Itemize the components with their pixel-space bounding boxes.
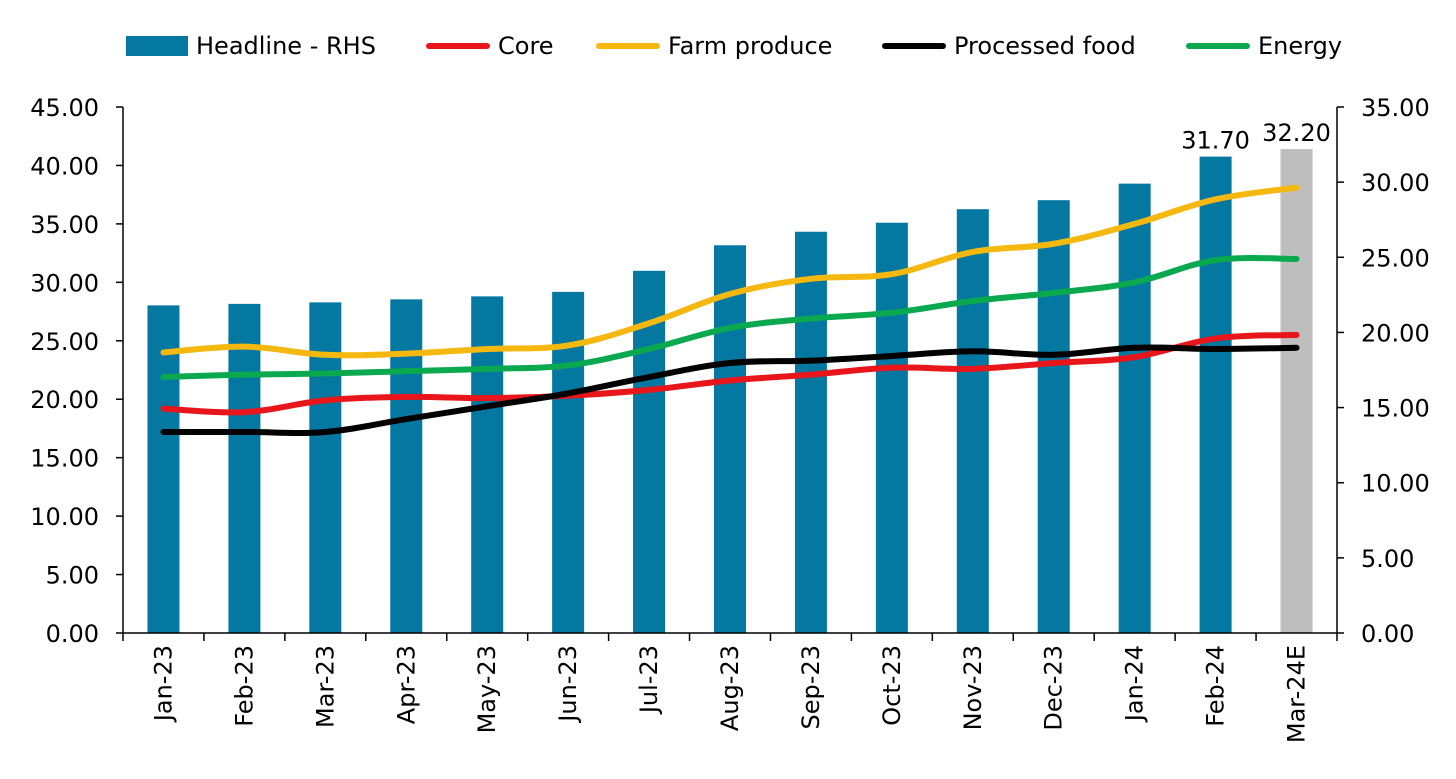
- bar-aug-23: [714, 245, 746, 633]
- right-tick-label: 35.00: [1361, 94, 1430, 122]
- right-tick-label: 30.00: [1361, 169, 1430, 197]
- right-tick-label: 5.00: [1361, 545, 1414, 573]
- series-line-processed-food: [160, 344, 1300, 436]
- legend: Headline - RHS Core Farm produce Process…: [0, 26, 1456, 66]
- series-line-energy: [160, 254, 1300, 381]
- right-tick-label: 25.00: [1361, 244, 1430, 272]
- bars-layer: [147, 149, 1313, 634]
- left-tick-label: 10.00: [30, 503, 99, 531]
- bar-data-label: 31.70: [1181, 127, 1250, 155]
- x-tick-label: Feb-24: [1202, 645, 1230, 727]
- left-tick-label: 15.00: [30, 445, 99, 473]
- x-tick-label: Apr-23: [392, 645, 420, 724]
- bar-dec-23: [1037, 200, 1070, 634]
- legend-swatch-processed-food: [882, 43, 946, 49]
- bar-apr-23: [390, 299, 423, 633]
- bar-feb-23: [228, 303, 261, 633]
- right-tick-label: 0.00: [1361, 620, 1414, 648]
- x-tick-label: Aug-23: [716, 645, 744, 731]
- lines-layer: [160, 184, 1300, 436]
- left-tick-label: 0.00: [46, 620, 99, 648]
- x-tick-label: Mar-24E: [1283, 645, 1311, 743]
- x-tick-label: Nov-23: [959, 645, 987, 730]
- bar-feb-24: [1199, 156, 1232, 633]
- x-tick-label: Jun-23: [554, 645, 582, 724]
- legend-item-headline: Headline - RHS: [126, 26, 376, 66]
- legend-label-energy: Energy: [1258, 32, 1343, 60]
- legend-item-processed-food: Processed food: [882, 26, 1136, 66]
- legend-label-core: Core: [498, 32, 554, 60]
- x-tick-label: Dec-23: [1040, 645, 1068, 731]
- legend-item-energy: Energy: [1186, 26, 1342, 66]
- legend-swatch-energy: [1186, 43, 1250, 49]
- bar-mar-24e: [1280, 149, 1313, 633]
- axes-layer: [116, 106, 1344, 641]
- series-line-core: [160, 331, 1300, 416]
- labels-layer: 31.70 32.20 0.00 5.00 10.00 15.00 20.00 25.00 30…: [30, 94, 1429, 743]
- left-tick-label: 25.00: [30, 328, 99, 356]
- right-tick-label: 20.00: [1361, 319, 1430, 347]
- x-tick-label: Mar-23: [311, 645, 339, 728]
- legend-item-farm-produce: Farm produce: [596, 26, 832, 66]
- x-tick-label: Jan-24: [1121, 645, 1149, 723]
- legend-label-farm-produce: Farm produce: [668, 32, 833, 60]
- right-tick-label: 15.00: [1361, 395, 1430, 423]
- bar-nov-23: [956, 209, 989, 634]
- series-line-farm-produce: [160, 184, 1300, 359]
- legend-item-core: Core: [426, 26, 554, 66]
- x-tick-label: Jul-23: [635, 645, 663, 715]
- x-tick-label: May-23: [473, 645, 501, 733]
- left-tick-label: 5.00: [46, 562, 99, 590]
- bar-sep-23: [794, 231, 827, 634]
- x-tick-label: Jan-23: [149, 645, 177, 723]
- legend-swatch-core: [426, 43, 490, 49]
- left-tick-label: 40.00: [30, 152, 99, 180]
- legend-label-headline: Headline - RHS: [196, 32, 376, 60]
- left-tick-label: 30.00: [30, 269, 99, 297]
- legend-label-processed-food: Processed food: [954, 32, 1136, 60]
- legend-swatch-headline: [126, 36, 188, 56]
- bar-jul-23: [633, 270, 666, 633]
- left-tick-label: 45.00: [30, 94, 99, 122]
- x-tick-label: Sep-23: [797, 645, 825, 729]
- right-tick-label: 10.00: [1361, 470, 1430, 498]
- x-tick-label: Oct-23: [878, 645, 906, 726]
- left-tick-label: 20.00: [30, 386, 99, 414]
- x-tick-label: Feb-23: [230, 645, 258, 727]
- bar-data-label: 32.20: [1262, 119, 1331, 147]
- bar-jan-24: [1118, 183, 1151, 633]
- legend-swatch-farm-produce: [596, 43, 660, 49]
- bar-oct-23: [875, 222, 908, 633]
- bar-jan-23: [147, 305, 180, 633]
- left-tick-label: 35.00: [30, 211, 99, 239]
